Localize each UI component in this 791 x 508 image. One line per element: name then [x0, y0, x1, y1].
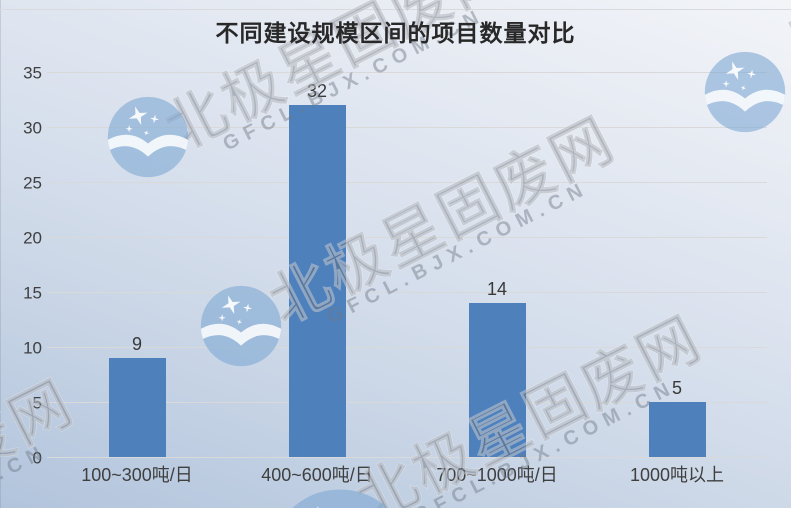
chart-top-border [0, 9, 791, 10]
logo-circle [107, 96, 189, 178]
logo-stars [218, 295, 253, 325]
x-axis-category-label: 700~1000吨/日 [436, 465, 558, 485]
y-axis-tick-label: 30 [23, 118, 42, 138]
watermark-en-text: GFCL.BJX.COM.CN [0, 440, 52, 508]
gridline [47, 182, 767, 183]
logo-stars [125, 106, 160, 136]
bjx-logo-icon [107, 96, 189, 178]
gridline [47, 237, 767, 238]
x-axis-category-label: 100~300吨/日 [81, 465, 193, 485]
watermark-cn-text: 北极星固废网 [345, 304, 713, 508]
watermark-cn-text: 北极星固废网 [0, 368, 85, 508]
watermark-en-text: GFCL.BJX.COM.CN [323, 176, 593, 329]
bjx-logo-icon [704, 51, 786, 133]
watermark-cn-text: 北极星固废网 [258, 105, 626, 337]
logo-circle [200, 285, 282, 367]
watermark-en-text: GFCL.BJX.COM.CN [410, 375, 680, 508]
gridline [47, 457, 767, 458]
bjx-logo-icon [292, 489, 388, 508]
y-axis-tick-label: 15 [23, 283, 42, 303]
bar-value-label: 5 [671, 378, 682, 398]
bar [648, 402, 706, 457]
chart-title: 不同建设规模区间的项目数量对比 [215, 20, 576, 46]
logo-stars [306, 506, 340, 508]
x-axis-category-label: 400~600吨/日 [261, 465, 373, 485]
logo-circle [292, 489, 388, 508]
y-axis-tick-label: 25 [23, 173, 42, 193]
logo-circle [704, 51, 786, 133]
bar-value-label: 14 [486, 279, 508, 299]
bar-value-label: 9 [131, 334, 142, 354]
logo-stars [722, 61, 757, 91]
gridline [47, 402, 767, 403]
bar-value-label: 32 [306, 81, 328, 101]
brand-logo [107, 96, 189, 178]
logo-wing-swoosh [107, 134, 189, 157]
y-axis-tick-label: 10 [23, 338, 42, 358]
bjx-logo-icon [200, 285, 282, 367]
bar [288, 105, 346, 457]
logo-wing-swoosh [704, 89, 786, 112]
brand-logo [704, 51, 786, 133]
bar [468, 303, 526, 457]
y-axis-tick-label: 0 [32, 448, 42, 468]
logo-wing-swoosh [200, 323, 282, 346]
gridline [47, 292, 767, 293]
gridline [47, 347, 767, 348]
gridline [47, 127, 767, 128]
y-axis-tick-label: 35 [23, 63, 42, 83]
brand-logo [268, 488, 412, 508]
bar [108, 358, 166, 457]
gridline [47, 72, 767, 73]
x-axis-category-label: 1000吨以上 [629, 465, 725, 485]
y-axis-tick-label: 20 [23, 228, 42, 248]
y-axis-tick-label: 5 [32, 393, 42, 413]
brand-logo [200, 285, 282, 367]
